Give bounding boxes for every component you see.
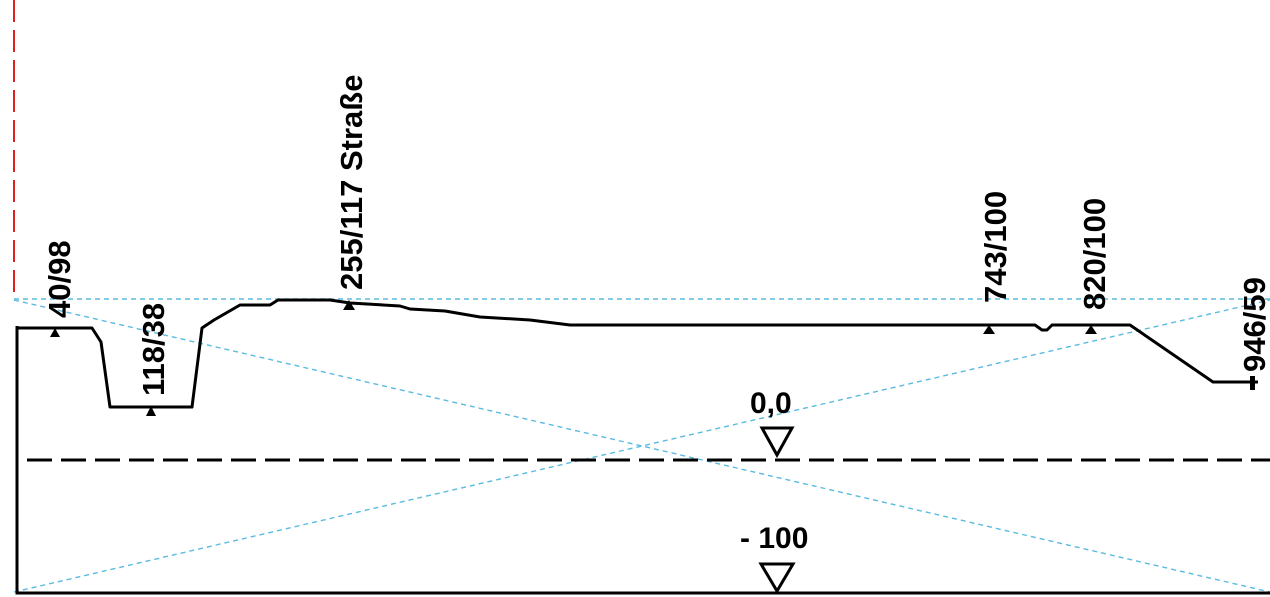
guide-line-diagonal-down [13, 299, 1270, 593]
section-frame [15, 326, 1270, 595]
guide-lines [13, 298, 1270, 593]
marker-end-946-59 [1250, 376, 1255, 390]
level-label-minus-100: - 100 [740, 522, 808, 555]
level-label-0: 0,0 [750, 387, 792, 420]
ground-profile-line [17, 298, 1258, 409]
marker-triangle-40-98 [50, 328, 60, 337]
point-label-743-100: 743/100 [978, 191, 1013, 303]
marker-triangle-743-100 [983, 325, 995, 334]
marker-triangle-820-100 [1085, 325, 1097, 334]
point-label-40-98: 40/98 [42, 240, 77, 318]
level-triangle-0 [759, 426, 795, 459]
point-label-118-38: 118/38 [136, 303, 171, 396]
guide-line-diagonal-up [13, 299, 1270, 593]
marker-triangle-118-38 [146, 406, 156, 416]
point-markers [50, 300, 1255, 416]
point-label-820-100: 820/100 [1077, 198, 1112, 310]
marker-triangle-255-117 [343, 300, 355, 310]
point-label-946-59: 946/59 [1237, 277, 1270, 372]
point-label-255-117: 255/117 Straße [334, 75, 369, 290]
level-triangle-minus-100 [758, 562, 796, 594]
